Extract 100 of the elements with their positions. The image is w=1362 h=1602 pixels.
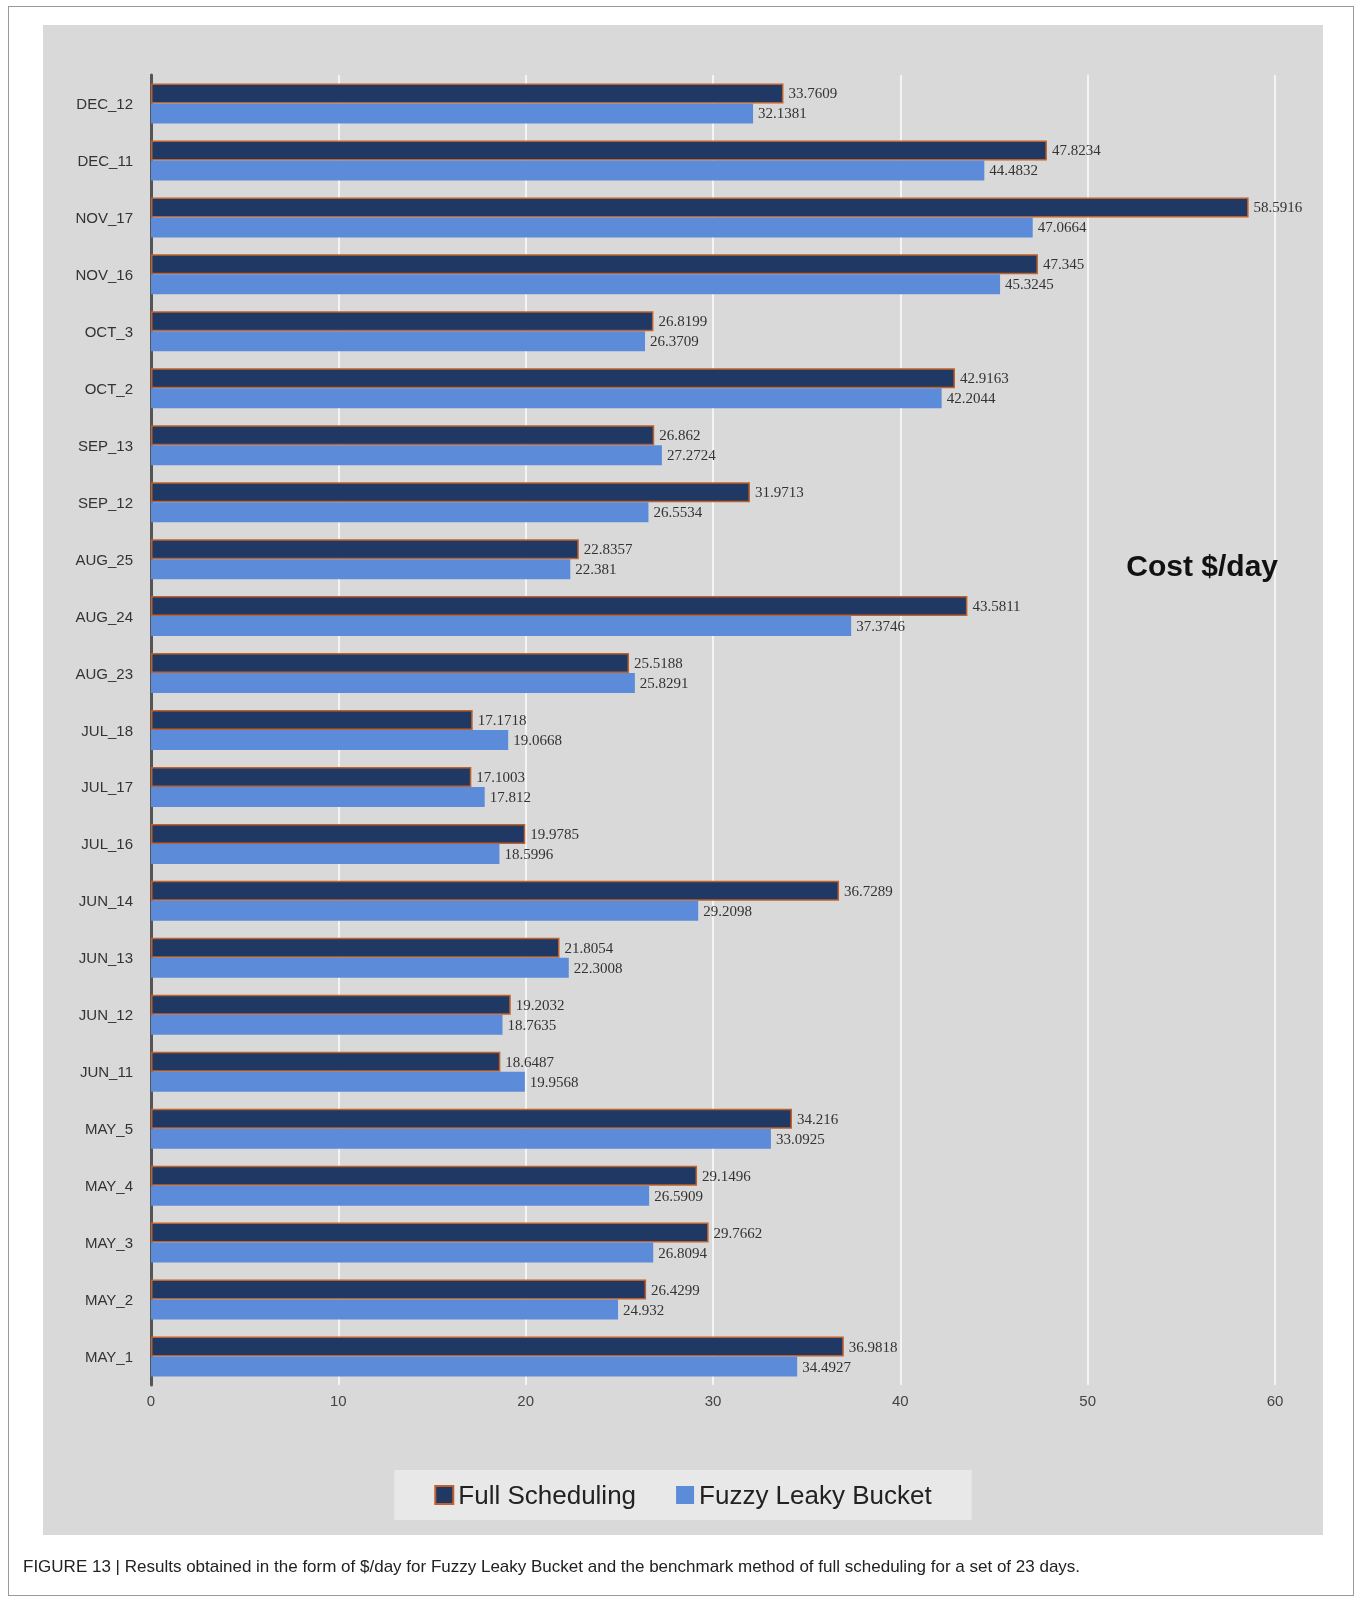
- y-tick-label: JUN_13: [78, 949, 133, 967]
- bar: [151, 994, 511, 1015]
- y-tick-label: AUG_23: [75, 664, 133, 682]
- y-tick-label: JUN_11: [79, 1063, 133, 1081]
- bar: [151, 445, 662, 466]
- bar: [151, 1242, 654, 1263]
- data-label: 19.2032: [515, 996, 565, 1013]
- legend-label: Fuzzy Leaky Bucket: [699, 1480, 933, 1510]
- data-label: 43.5811: [972, 598, 1021, 615]
- data-label: 26.862: [659, 427, 701, 444]
- y-tick-label: MAY_2: [84, 1291, 133, 1309]
- x-tick-label: 40: [891, 1392, 909, 1409]
- data-label: 29.1496: [702, 1167, 752, 1184]
- y-tick-label: JUL_16: [81, 835, 133, 853]
- y-tick-label: JUN_12: [78, 1006, 133, 1024]
- bar: [151, 482, 750, 503]
- bar: [151, 616, 852, 637]
- data-label: 18.6487: [505, 1053, 555, 1070]
- data-label: 21.8054: [564, 939, 614, 956]
- data-label: 25.5188: [634, 655, 683, 672]
- bar: [151, 140, 1047, 161]
- bar: [151, 766, 472, 787]
- data-label: 19.0668: [513, 732, 562, 748]
- data-label: 29.7662: [713, 1224, 763, 1241]
- bar: [151, 331, 646, 352]
- data-label: 22.381: [575, 561, 617, 578]
- x-tick-label: 10: [329, 1392, 347, 1409]
- y-tick-label: DEC_12: [76, 94, 133, 112]
- data-label: 34.216: [796, 1110, 839, 1127]
- bar: [151, 1356, 798, 1377]
- x-tick-label: 30: [704, 1392, 722, 1409]
- data-label: 26.4299: [651, 1281, 700, 1298]
- bar: [151, 880, 840, 901]
- bar: [151, 197, 1249, 218]
- data-label: 26.5534: [653, 504, 703, 521]
- y-tick-label: JUL_18: [81, 721, 133, 739]
- data-label: 19.9568: [529, 1073, 579, 1090]
- data-label: 18.7635: [507, 1016, 557, 1033]
- data-label: 47.345: [1042, 256, 1085, 273]
- bar: [151, 83, 784, 104]
- bar: [151, 103, 754, 124]
- data-label: 26.5909: [654, 1187, 703, 1204]
- bar: [151, 673, 635, 694]
- bar: [151, 559, 571, 580]
- data-label: 47.0664: [1037, 219, 1087, 236]
- data-label: 37.3746: [856, 618, 906, 635]
- data-label: 26.8199: [658, 313, 708, 330]
- text: Cost $/day: [1126, 548, 1279, 582]
- x-tick-label: 50: [1079, 1392, 1097, 1409]
- y-tick-label: SEP_12: [77, 493, 133, 511]
- bar: [151, 388, 942, 409]
- data-label: 45.3245: [1005, 276, 1054, 293]
- bar: [151, 1299, 619, 1320]
- data-label: 44.4832: [989, 162, 1039, 179]
- x-tick-label: 0: [146, 1392, 156, 1409]
- bar: [151, 653, 630, 674]
- data-label: 19.9785: [530, 825, 580, 842]
- data-label: 22.3008: [573, 959, 623, 976]
- y-tick-label: DEC_11: [77, 151, 133, 169]
- data-label: 42.9163: [959, 370, 1009, 387]
- y-tick-label: OCT_2: [84, 379, 133, 397]
- bar: [151, 596, 968, 617]
- y-tick-label: NOV_17: [75, 208, 133, 226]
- data-label: 34.4927: [802, 1358, 852, 1375]
- data-label: 26.8094: [658, 1244, 708, 1261]
- data-label: 25.8291: [639, 675, 689, 692]
- bar: [151, 1222, 709, 1243]
- data-label: 47.8234: [1051, 142, 1102, 159]
- x-tick-label: 20: [517, 1392, 535, 1409]
- data-label: 32.1381: [758, 105, 807, 122]
- bar: [151, 957, 569, 978]
- y-tick-label: NOV_16: [75, 265, 133, 283]
- y-tick-label: SEP_13: [77, 436, 133, 454]
- data-label: 17.1003: [476, 768, 526, 785]
- data-label: 42.2044: [946, 390, 996, 407]
- data-label: 36.7289: [844, 882, 893, 899]
- bar: [151, 1051, 501, 1072]
- legend-label: Full Scheduling: [458, 1480, 637, 1510]
- data-label: 33.0925: [775, 1130, 825, 1147]
- bar: [151, 1336, 844, 1357]
- data-label: 27.2724: [666, 447, 717, 464]
- x-tick-label: 60: [1266, 1392, 1284, 1409]
- data-label: 17.1718: [477, 712, 527, 728]
- y-tick-label: MAY_4: [84, 1177, 133, 1195]
- y-tick-label: MAY_3: [84, 1234, 133, 1252]
- data-label: 24.932: [623, 1301, 665, 1318]
- bar: [151, 1108, 792, 1129]
- bar: [151, 1014, 503, 1035]
- bar: [151, 823, 526, 844]
- bar: [151, 843, 500, 864]
- bar: [151, 368, 955, 389]
- bar: [151, 539, 579, 560]
- y-tick-label: OCT_3: [84, 322, 133, 340]
- bar: [151, 217, 1033, 238]
- data-label: 36.9818: [848, 1338, 898, 1355]
- y-tick-label: AUG_24: [75, 607, 133, 625]
- bar: [151, 1071, 525, 1092]
- data-label: 29.2098: [703, 902, 752, 919]
- bar: [151, 274, 1001, 295]
- bar: [151, 710, 473, 730]
